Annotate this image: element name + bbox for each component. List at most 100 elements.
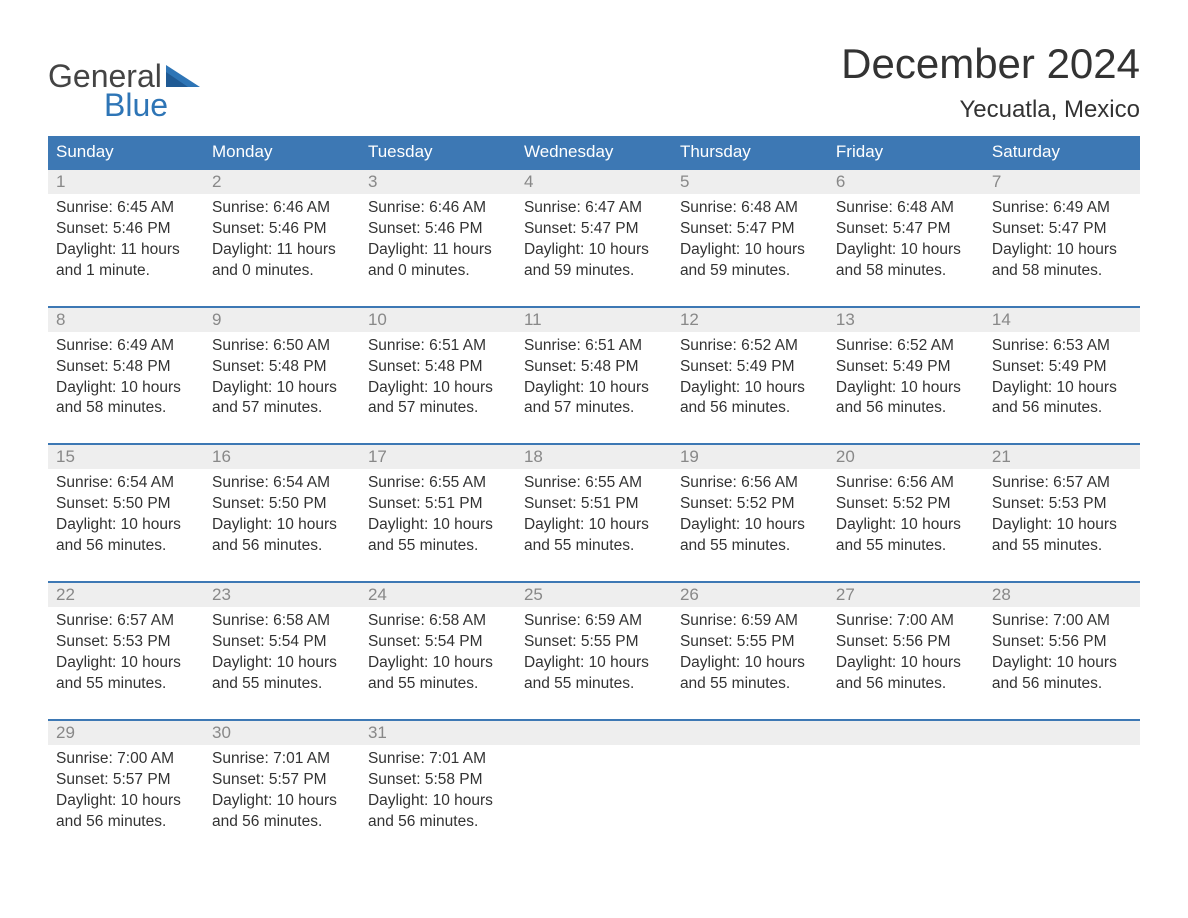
- sunset-line: Sunset: 5:48 PM: [524, 357, 664, 378]
- sunrise-line: Sunrise: 6:56 AM: [836, 473, 976, 494]
- sunrise-line: Sunrise: 7:00 AM: [992, 611, 1132, 632]
- day-number-row: 22232425262728: [48, 582, 1140, 607]
- day-number-cell: 31: [360, 720, 516, 745]
- calendar-body: 1234567Sunrise: 6:45 AMSunset: 5:46 PMDa…: [48, 169, 1140, 856]
- day-content-cell: Sunrise: 6:52 AMSunset: 5:49 PMDaylight:…: [672, 332, 828, 445]
- daylight-line: Daylight: 11 hours and 0 minutes.: [368, 240, 508, 282]
- day-number-cell: [516, 720, 672, 745]
- day-content-row: Sunrise: 6:45 AMSunset: 5:46 PMDaylight:…: [48, 194, 1140, 307]
- sunrise-line: Sunrise: 6:57 AM: [992, 473, 1132, 494]
- sunrise-line: Sunrise: 6:57 AM: [56, 611, 196, 632]
- sunrise-line: Sunrise: 7:01 AM: [368, 749, 508, 770]
- logo-flag-icon: [166, 65, 200, 87]
- sunrise-line: Sunrise: 6:56 AM: [680, 473, 820, 494]
- sunset-line: Sunset: 5:49 PM: [680, 357, 820, 378]
- daylight-line: Daylight: 10 hours and 58 minutes.: [836, 240, 976, 282]
- sunrise-line: Sunrise: 6:52 AM: [680, 336, 820, 357]
- daylight-line: Daylight: 11 hours and 1 minute.: [56, 240, 196, 282]
- day-number-cell: 6: [828, 169, 984, 194]
- sunset-line: Sunset: 5:58 PM: [368, 770, 508, 791]
- sunrise-line: Sunrise: 6:46 AM: [212, 198, 352, 219]
- daylight-line: Daylight: 10 hours and 55 minutes.: [680, 515, 820, 557]
- sunrise-line: Sunrise: 7:00 AM: [836, 611, 976, 632]
- sunset-line: Sunset: 5:54 PM: [368, 632, 508, 653]
- sunrise-line: Sunrise: 6:58 AM: [212, 611, 352, 632]
- daylight-line: Daylight: 10 hours and 58 minutes.: [992, 240, 1132, 282]
- sunrise-line: Sunrise: 6:59 AM: [680, 611, 820, 632]
- day-number-cell: 20: [828, 444, 984, 469]
- day-content-cell: Sunrise: 6:48 AMSunset: 5:47 PMDaylight:…: [828, 194, 984, 307]
- day-number-cell: 4: [516, 169, 672, 194]
- day-number-cell: 19: [672, 444, 828, 469]
- sunset-line: Sunset: 5:48 PM: [212, 357, 352, 378]
- day-content-cell: Sunrise: 7:00 AMSunset: 5:57 PMDaylight:…: [48, 745, 204, 857]
- sunset-line: Sunset: 5:47 PM: [680, 219, 820, 240]
- sunrise-line: Sunrise: 6:47 AM: [524, 198, 664, 219]
- sunset-line: Sunset: 5:56 PM: [836, 632, 976, 653]
- day-content-cell: Sunrise: 6:59 AMSunset: 5:55 PMDaylight:…: [516, 607, 672, 720]
- day-content-cell: Sunrise: 6:57 AMSunset: 5:53 PMDaylight:…: [48, 607, 204, 720]
- calendar-header-row: SundayMondayTuesdayWednesdayThursdayFrid…: [48, 136, 1140, 169]
- day-content-cell: Sunrise: 6:54 AMSunset: 5:50 PMDaylight:…: [48, 469, 204, 582]
- day-number-cell: 27: [828, 582, 984, 607]
- day-content-cell: Sunrise: 6:58 AMSunset: 5:54 PMDaylight:…: [360, 607, 516, 720]
- day-content-cell: Sunrise: 6:56 AMSunset: 5:52 PMDaylight:…: [672, 469, 828, 582]
- daylight-line: Daylight: 10 hours and 55 minutes.: [212, 653, 352, 695]
- daylight-line: Daylight: 10 hours and 57 minutes.: [524, 378, 664, 420]
- daylight-line: Daylight: 10 hours and 56 minutes.: [836, 378, 976, 420]
- day-number-row: 1234567: [48, 169, 1140, 194]
- day-content-cell: Sunrise: 6:46 AMSunset: 5:46 PMDaylight:…: [204, 194, 360, 307]
- day-content-cell: Sunrise: 6:50 AMSunset: 5:48 PMDaylight:…: [204, 332, 360, 445]
- day-number-row: 293031: [48, 720, 1140, 745]
- day-content-cell: Sunrise: 6:52 AMSunset: 5:49 PMDaylight:…: [828, 332, 984, 445]
- day-content-cell: Sunrise: 7:00 AMSunset: 5:56 PMDaylight:…: [828, 607, 984, 720]
- day-content-cell: Sunrise: 6:54 AMSunset: 5:50 PMDaylight:…: [204, 469, 360, 582]
- sunset-line: Sunset: 5:50 PM: [56, 494, 196, 515]
- sunset-line: Sunset: 5:54 PM: [212, 632, 352, 653]
- daylight-line: Daylight: 10 hours and 55 minutes.: [368, 515, 508, 557]
- day-number-cell: 16: [204, 444, 360, 469]
- daylight-line: Daylight: 10 hours and 56 minutes.: [56, 515, 196, 557]
- day-number-cell: 18: [516, 444, 672, 469]
- weekday-header: Sunday: [48, 136, 204, 169]
- day-content-cell: Sunrise: 6:51 AMSunset: 5:48 PMDaylight:…: [516, 332, 672, 445]
- weekday-header: Thursday: [672, 136, 828, 169]
- day-number-row: 15161718192021: [48, 444, 1140, 469]
- day-content-cell: [984, 745, 1140, 857]
- sunset-line: Sunset: 5:46 PM: [212, 219, 352, 240]
- day-content-cell: Sunrise: 6:55 AMSunset: 5:51 PMDaylight:…: [516, 469, 672, 582]
- logo-text-blue: Blue: [48, 87, 200, 124]
- day-content-cell: Sunrise: 6:49 AMSunset: 5:48 PMDaylight:…: [48, 332, 204, 445]
- sunset-line: Sunset: 5:55 PM: [680, 632, 820, 653]
- day-content-cell: Sunrise: 6:47 AMSunset: 5:47 PMDaylight:…: [516, 194, 672, 307]
- day-content-cell: Sunrise: 6:49 AMSunset: 5:47 PMDaylight:…: [984, 194, 1140, 307]
- day-number-cell: 29: [48, 720, 204, 745]
- day-number-cell: 28: [984, 582, 1140, 607]
- sunrise-line: Sunrise: 7:01 AM: [212, 749, 352, 770]
- sunset-line: Sunset: 5:55 PM: [524, 632, 664, 653]
- daylight-line: Daylight: 10 hours and 55 minutes.: [524, 653, 664, 695]
- calendar-table: SundayMondayTuesdayWednesdayThursdayFrid…: [48, 136, 1140, 856]
- daylight-line: Daylight: 10 hours and 59 minutes.: [524, 240, 664, 282]
- sunrise-line: Sunrise: 6:54 AM: [56, 473, 196, 494]
- sunset-line: Sunset: 5:56 PM: [992, 632, 1132, 653]
- day-content-cell: Sunrise: 7:01 AMSunset: 5:57 PMDaylight:…: [204, 745, 360, 857]
- daylight-line: Daylight: 10 hours and 55 minutes.: [836, 515, 976, 557]
- sunset-line: Sunset: 5:47 PM: [524, 219, 664, 240]
- day-number-cell: 5: [672, 169, 828, 194]
- daylight-line: Daylight: 10 hours and 57 minutes.: [368, 378, 508, 420]
- day-number-cell: [984, 720, 1140, 745]
- sunrise-line: Sunrise: 6:46 AM: [368, 198, 508, 219]
- sunrise-line: Sunrise: 6:48 AM: [836, 198, 976, 219]
- day-number-cell: 21: [984, 444, 1140, 469]
- sunrise-line: Sunrise: 6:48 AM: [680, 198, 820, 219]
- daylight-line: Daylight: 10 hours and 56 minutes.: [680, 378, 820, 420]
- day-number-cell: 7: [984, 169, 1140, 194]
- sunset-line: Sunset: 5:53 PM: [992, 494, 1132, 515]
- sunrise-line: Sunrise: 6:49 AM: [992, 198, 1132, 219]
- day-number-cell: 22: [48, 582, 204, 607]
- day-number-cell: 3: [360, 169, 516, 194]
- sunrise-line: Sunrise: 6:52 AM: [836, 336, 976, 357]
- month-title: December 2024: [841, 40, 1140, 88]
- sunset-line: Sunset: 5:46 PM: [56, 219, 196, 240]
